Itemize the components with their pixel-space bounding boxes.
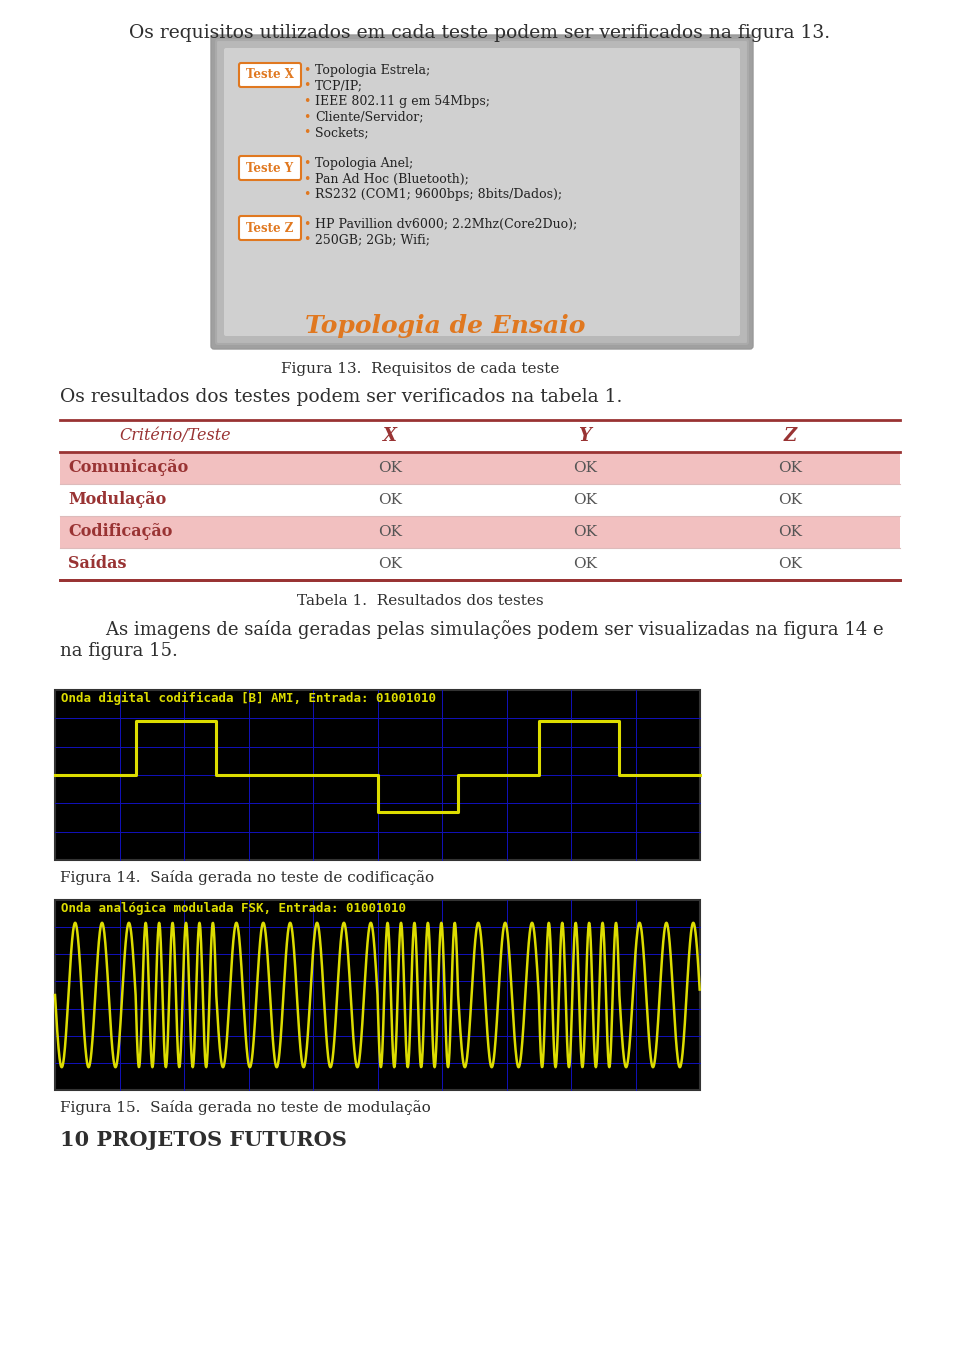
Bar [60, 549, 900, 580]
Text: 10 PROJETOS FUTUROS: 10 PROJETOS FUTUROS [60, 1130, 347, 1150]
Text: OK: OK [778, 557, 802, 572]
Text: Teste X: Teste X [246, 69, 294, 81]
Text: Topologia Estrela;: Topologia Estrela; [315, 63, 430, 77]
Text: HP Pavillion dv6000; 2.2Mhz(Core2Duo);: HP Pavillion dv6000; 2.2Mhz(Core2Duo); [315, 218, 577, 231]
Text: OK: OK [573, 493, 597, 507]
Text: •: • [303, 218, 311, 231]
Text: TCP/IP;: TCP/IP; [315, 80, 363, 93]
Text: OK: OK [778, 461, 802, 474]
Text: Os requisitos utilizados em cada teste podem ser verificados na figura 13.: Os requisitos utilizados em cada teste p… [130, 24, 830, 42]
Text: OK: OK [573, 461, 597, 474]
Text: Teste Z: Teste Z [247, 221, 294, 235]
Text: •: • [303, 111, 311, 124]
Text: Comunicação: Comunicação [68, 460, 188, 476]
Text: OK: OK [778, 493, 802, 507]
Text: Topologia Anel;: Topologia Anel; [315, 156, 413, 170]
Text: Y: Y [579, 427, 591, 445]
Text: •: • [303, 125, 311, 139]
Bar [55, 690, 700, 860]
Text: •: • [303, 156, 311, 170]
Text: Topologia de Ensaio: Topologia de Ensaio [305, 314, 586, 338]
Text: IEEE 802.11 g em 54Mbps;: IEEE 802.11 g em 54Mbps; [315, 94, 490, 108]
Text: Onda analógica modulada FSK, Entrada: 01001010: Onda analógica modulada FSK, Entrada: 01… [61, 902, 406, 915]
Bar [60, 452, 900, 484]
Text: Teste Y: Teste Y [247, 162, 294, 174]
Text: OK: OK [378, 557, 402, 572]
Text: Figura 14.  Saída gerada no teste de codificação: Figura 14. Saída gerada no teste de codi… [60, 869, 434, 886]
Text: Os resultados dos testes podem ser verificados na tabela 1.: Os resultados dos testes podem ser verif… [60, 388, 622, 406]
Text: Figura 15.  Saída gerada no teste de modulação: Figura 15. Saída gerada no teste de modu… [60, 1100, 431, 1115]
Text: Modulação: Modulação [68, 492, 166, 508]
Text: Sockets;: Sockets; [315, 125, 369, 139]
Text: •: • [303, 173, 311, 186]
Text: OK: OK [778, 524, 802, 539]
FancyBboxPatch shape [239, 63, 301, 88]
Bar [60, 484, 900, 516]
Text: Onda digital codificada [B] AMI, Entrada: 01001010: Onda digital codificada [B] AMI, Entrada… [61, 692, 436, 705]
Bar [55, 900, 700, 1091]
Text: OK: OK [573, 524, 597, 539]
Text: Pan Ad Hoc (Bluetooth);: Pan Ad Hoc (Bluetooth); [315, 173, 468, 186]
Text: •: • [303, 80, 311, 93]
Text: OK: OK [378, 461, 402, 474]
Bar [60, 421, 900, 452]
Text: OK: OK [378, 524, 402, 539]
Text: na figura 15.: na figura 15. [60, 642, 178, 661]
FancyBboxPatch shape [216, 40, 748, 344]
Text: Saídas: Saídas [68, 555, 127, 573]
FancyBboxPatch shape [239, 216, 301, 240]
Text: Figura 13.  Requisitos de cada teste: Figura 13. Requisitos de cada teste [281, 363, 559, 376]
Text: •: • [303, 187, 311, 201]
Bar [60, 516, 900, 549]
Text: Z: Z [783, 427, 797, 445]
Text: •: • [303, 94, 311, 108]
Text: X: X [383, 427, 397, 445]
Text: OK: OK [573, 557, 597, 572]
Text: Tabela 1.  Resultados dos testes: Tabela 1. Resultados dos testes [297, 594, 543, 608]
FancyBboxPatch shape [224, 49, 740, 336]
Text: 250GB; 2Gb; Wifi;: 250GB; 2Gb; Wifi; [315, 233, 430, 247]
Text: OK: OK [378, 493, 402, 507]
Text: Cliente/Servidor;: Cliente/Servidor; [315, 111, 423, 124]
Text: •: • [303, 233, 311, 247]
FancyBboxPatch shape [211, 35, 753, 349]
FancyBboxPatch shape [239, 156, 301, 181]
Text: •: • [303, 63, 311, 77]
Text: Critério/Teste: Critério/Teste [119, 427, 230, 445]
Text: RS232 (COM1; 9600bps; 8bits/Dados);: RS232 (COM1; 9600bps; 8bits/Dados); [315, 187, 563, 201]
Text: Codificação: Codificação [68, 523, 173, 541]
Text: As imagens de saída geradas pelas simulações podem ser visualizadas na figura 14: As imagens de saída geradas pelas simula… [60, 620, 883, 639]
